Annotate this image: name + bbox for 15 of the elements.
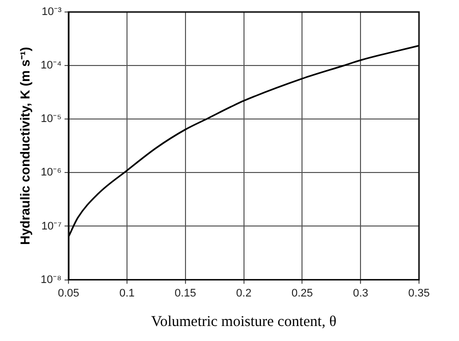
y-axis-title: Hydraulic conductivity, K (m s⁻¹) [17, 46, 32, 245]
x-tick-label: 0.2 [236, 287, 252, 300]
y-tick-label: 10⁻⁷ [41, 220, 62, 232]
x-tick-label: 0.05 [58, 287, 80, 300]
x-tick-label: 0.1 [119, 287, 135, 300]
y-tick-label: 10⁻⁶ [40, 166, 62, 179]
x-tick-label: 0.35 [408, 287, 430, 300]
y-tick-label: 10⁻³ [42, 6, 62, 18]
x-axis-title: Volumetric moisture content, θ [151, 314, 336, 330]
y-tick-label: 10⁻⁵ [40, 113, 62, 126]
y-tick-label: 10⁻⁴ [40, 60, 62, 72]
x-tick-label: 0.15 [174, 287, 196, 300]
x-tick-label: 0.25 [291, 287, 313, 300]
y-tick-label: 10⁻⁸ [40, 274, 62, 286]
x-tick-label: 0.3 [352, 287, 368, 300]
